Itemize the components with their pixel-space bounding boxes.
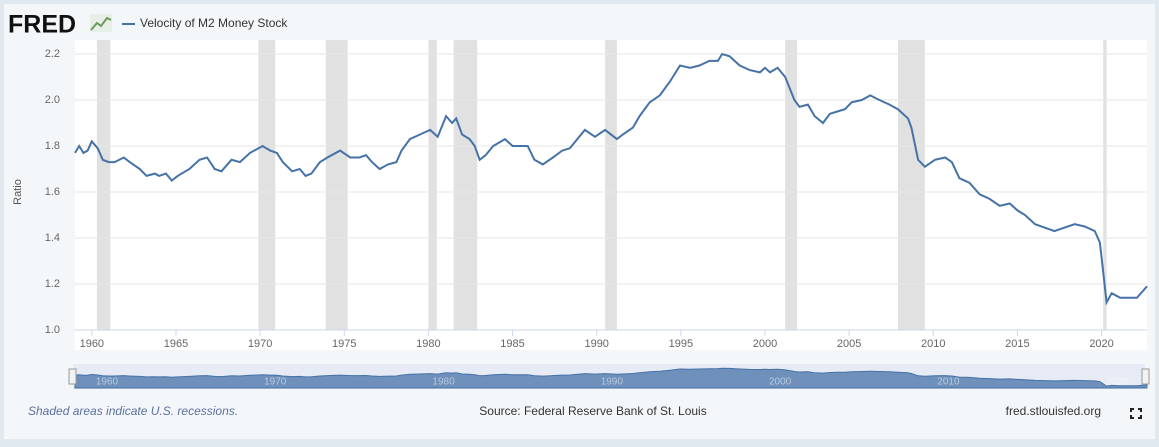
- recession-band: [897, 40, 925, 330]
- navigator-tick-label: 2020: [1106, 377, 1129, 388]
- navigator-tick-label: 1990: [601, 377, 624, 388]
- x-tick-label: 2005: [837, 338, 861, 350]
- y-tick-label: 2.2: [45, 48, 60, 60]
- x-tick-label: 1985: [500, 338, 524, 350]
- navigator-tick-label: 2010: [937, 377, 960, 388]
- navigator-series: 1960 1970 1980 1990 2000 2010 2020: [74, 367, 1148, 389]
- navigator-tick-label: 1960: [96, 377, 119, 388]
- navigator-handle[interactable]: [1141, 368, 1150, 385]
- x-tick-label: 1960: [80, 338, 104, 350]
- recession-note: Shaded areas indicate U.S. recessions.: [28, 404, 238, 418]
- plot: 1.0 1.2 1.4 1.6 1.8 2.0 2.2 1960 1965 1970 1975 198…: [45, 40, 1148, 350]
- recession-band: [428, 40, 437, 330]
- y-tick-label: 1.0: [45, 324, 60, 336]
- x-tick-label: 1975: [332, 338, 356, 350]
- navigator-tick-label: 1970: [264, 377, 287, 388]
- y-tick-label: 2.0: [45, 94, 60, 106]
- navigator-area: [74, 367, 1148, 389]
- recession-band: [605, 40, 617, 330]
- recession-band: [258, 40, 276, 330]
- x-tick-label: 1990: [584, 338, 608, 350]
- y-axis-label: Ratio: [12, 179, 24, 205]
- navigator-tick-label: 2000: [769, 377, 792, 388]
- x-tick-label: 2020: [1089, 338, 1113, 350]
- x-tick-label: 1995: [669, 338, 693, 350]
- y-tick-label: 1.2: [45, 278, 60, 290]
- logo[interactable]: FRED: [8, 11, 76, 39]
- navigator-tick-label: 1980: [432, 377, 455, 388]
- x-tick-label: 1965: [164, 338, 188, 350]
- recession-band: [325, 40, 348, 330]
- recession-band: [453, 40, 478, 330]
- source: Source: Federal Reserve Bank of St. Loui…: [479, 404, 706, 418]
- logo-icon: [90, 14, 112, 32]
- x-tick-label: 2010: [921, 338, 945, 350]
- y-tick-label: 1.6: [45, 186, 60, 198]
- y-tick-label: 1.4: [45, 232, 60, 244]
- legend-label[interactable]: Velocity of M2 Money Stock: [140, 16, 288, 30]
- recession-band: [1103, 40, 1107, 330]
- x-tick-label: 1980: [416, 338, 440, 350]
- series-line: [74, 52, 1148, 306]
- fullscreen-icon[interactable]: [1130, 408, 1142, 419]
- recession-band: [96, 40, 111, 330]
- y-tick-label: 1.8: [45, 140, 60, 152]
- navigator-handle[interactable]: [68, 368, 77, 385]
- x-tick-label: 2015: [1005, 338, 1029, 350]
- site-link[interactable]: fred.stlouisfed.org: [1006, 404, 1101, 418]
- x-tick-label: 2000: [753, 338, 777, 350]
- x-tick-label: 1970: [248, 338, 272, 350]
- recession-band: [785, 40, 797, 330]
